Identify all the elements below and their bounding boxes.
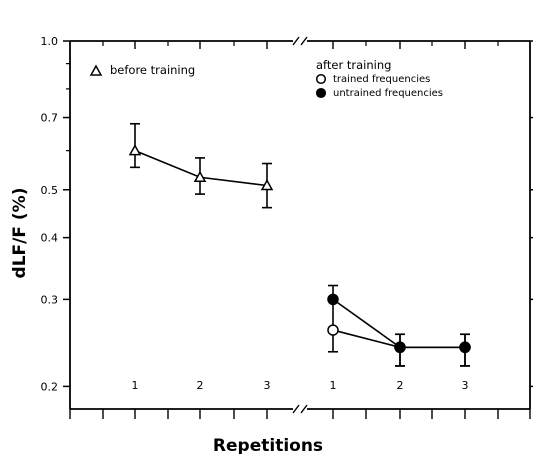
x-tick-label: 2 (197, 379, 204, 392)
legend-after-training: after training (316, 58, 391, 72)
axis-break-mark (300, 404, 308, 414)
y-tick-label: 0.4 (41, 232, 59, 245)
x-tick-label: 1 (330, 379, 337, 392)
axis-break-mark (292, 36, 300, 46)
y-tick-label: 0.2 (41, 380, 59, 393)
triangle-point (128, 144, 142, 156)
plot-area: 0.2 0.3 0.4 0.5 0.7 1.0 1 2 3 1 2 3 (41, 35, 533, 419)
open-circle-point (327, 324, 339, 336)
x-tick-label: 3 (264, 379, 271, 392)
x-tick-label: 2 (397, 379, 404, 392)
axis-break-mark (300, 36, 308, 46)
axis-break-gap (293, 37, 307, 45)
axis-break-mark (292, 404, 300, 414)
legend-untrained-frequencies: untrained frequencies (333, 88, 443, 99)
y-tick-label: 0.3 (41, 293, 59, 306)
legend-open-circle-marker (315, 73, 327, 85)
x-tick-label: 1 (132, 379, 139, 392)
axis-break-gap (293, 405, 307, 413)
legend-before-training: before training (110, 63, 195, 77)
series-line (332, 298, 465, 349)
legend-triangle-marker (89, 64, 103, 76)
filled-circle-point (327, 293, 339, 306)
y-tick-label: 0.5 (41, 184, 59, 197)
triangle-point (260, 178, 274, 191)
y-tick-label: 0.7 (41, 112, 59, 125)
triangle-point (193, 170, 207, 182)
y-tick-label: 1.0 (41, 35, 59, 48)
filled-circle-point (459, 341, 471, 354)
x-tick-label: 3 (462, 379, 469, 392)
legend-filled-circle-marker (315, 87, 327, 99)
x-axis-title: Repetitions (213, 436, 323, 454)
y-axis-title: dLF/F (%) (10, 188, 30, 279)
legend-trained-frequencies: trained frequencies (333, 74, 430, 85)
filled-circle-point (394, 341, 406, 354)
legend: before training after training trained f… (89, 58, 443, 99)
